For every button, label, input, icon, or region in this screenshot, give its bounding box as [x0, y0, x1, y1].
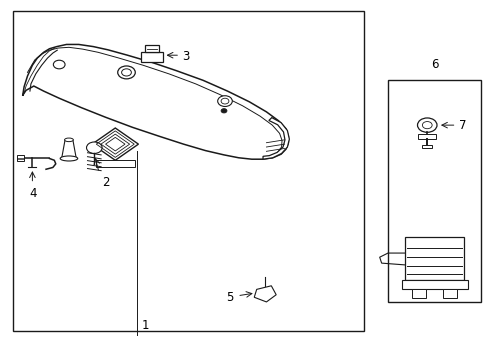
Polygon shape — [254, 286, 276, 302]
FancyBboxPatch shape — [141, 51, 162, 62]
FancyBboxPatch shape — [422, 145, 431, 148]
Text: 5: 5 — [225, 291, 233, 304]
Text: 7: 7 — [458, 119, 466, 132]
Circle shape — [217, 96, 232, 107]
Polygon shape — [61, 140, 76, 158]
FancyBboxPatch shape — [418, 134, 435, 139]
Bar — [387, 80, 480, 302]
Circle shape — [221, 109, 226, 113]
Text: 1: 1 — [142, 319, 149, 332]
Ellipse shape — [60, 156, 78, 161]
FancyBboxPatch shape — [404, 237, 463, 280]
FancyBboxPatch shape — [411, 289, 425, 298]
Text: 6: 6 — [430, 58, 438, 71]
Circle shape — [422, 122, 431, 129]
Polygon shape — [22, 44, 288, 159]
Polygon shape — [92, 128, 138, 160]
Polygon shape — [96, 160, 135, 167]
Circle shape — [53, 60, 65, 69]
Text: 2: 2 — [102, 176, 109, 189]
FancyBboxPatch shape — [17, 155, 23, 161]
Circle shape — [221, 98, 228, 104]
Polygon shape — [263, 118, 289, 159]
Text: 3: 3 — [182, 50, 189, 63]
FancyBboxPatch shape — [443, 289, 456, 298]
Bar — [13, 12, 363, 330]
FancyBboxPatch shape — [401, 280, 467, 289]
Circle shape — [118, 66, 135, 79]
Circle shape — [122, 69, 131, 76]
Circle shape — [86, 142, 102, 153]
Circle shape — [417, 118, 436, 132]
Ellipse shape — [64, 138, 73, 141]
Text: 4: 4 — [30, 187, 37, 200]
FancyBboxPatch shape — [145, 45, 158, 51]
